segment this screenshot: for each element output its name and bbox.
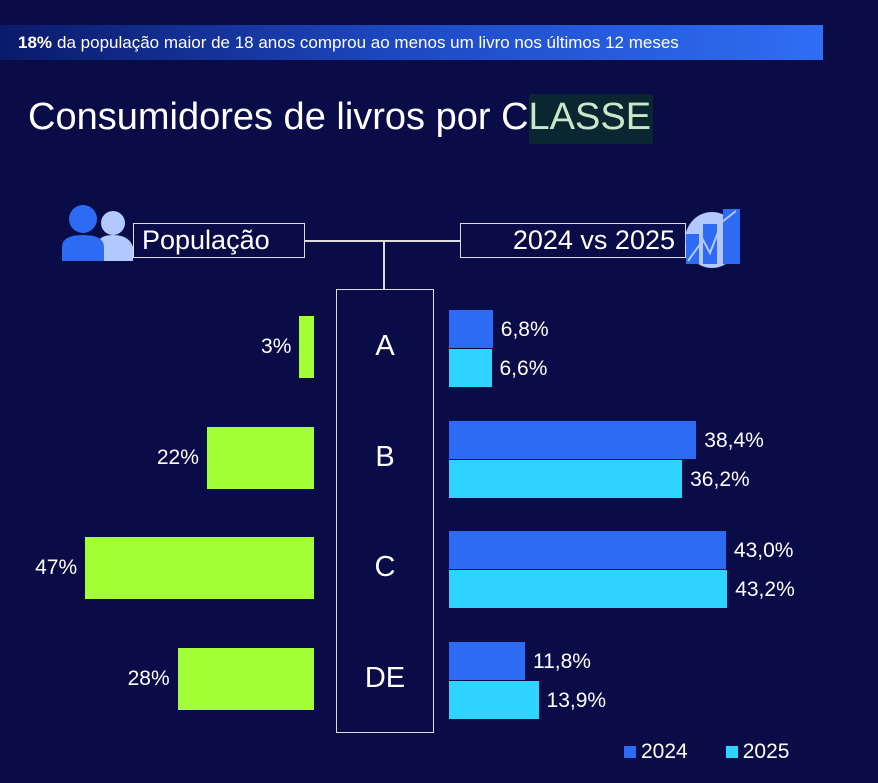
page-title: Consumidores de livros por CLASSE bbox=[28, 94, 654, 144]
population-bar bbox=[177, 647, 314, 710]
bar-2025 bbox=[449, 459, 683, 498]
legend-swatch-2025 bbox=[725, 746, 738, 758]
population-bar bbox=[206, 426, 314, 489]
class-label: C bbox=[374, 551, 396, 583]
value-2025: 36,2% bbox=[690, 467, 750, 491]
bar-2024 bbox=[449, 420, 697, 459]
years-header: 2024 vs 2025 bbox=[460, 223, 686, 258]
population-bar bbox=[85, 537, 314, 599]
value-2024: 6,8% bbox=[500, 318, 549, 341]
legend-label-2024: 2024 bbox=[641, 740, 688, 763]
value-2025: 6,6% bbox=[499, 357, 548, 380]
people-icon bbox=[61, 203, 133, 261]
title-highlight: LASSE bbox=[528, 94, 654, 144]
value-2024: 43,0% bbox=[733, 539, 794, 562]
class-label: DE bbox=[364, 661, 406, 694]
class-label: B bbox=[375, 440, 395, 473]
summary-banner: 18% da população maior de 18 anos comprou… bbox=[0, 25, 823, 60]
bar-2025 bbox=[449, 680, 539, 719]
bar-2025 bbox=[449, 570, 728, 608]
class-column bbox=[336, 289, 434, 733]
population-bar bbox=[299, 316, 314, 378]
legend: 2024 2025 bbox=[624, 740, 789, 764]
bar-2025 bbox=[449, 349, 492, 387]
value-2025: 13,9% bbox=[546, 688, 607, 712]
bar-2024 bbox=[449, 310, 493, 348]
chart-growth-icon bbox=[684, 207, 742, 269]
value-2024: 11,8% bbox=[532, 649, 591, 673]
legend-label-2025: 2025 bbox=[742, 740, 790, 763]
population-value: 28% bbox=[127, 666, 170, 690]
connector-horizontal bbox=[305, 240, 460, 242]
population-header-label: População bbox=[142, 225, 270, 255]
banner-highlight: 18% bbox=[18, 32, 53, 52]
connector-vertical bbox=[383, 240, 385, 289]
banner-text: da população maior de 18 anos comprou ao… bbox=[57, 32, 679, 52]
population-value: 3% bbox=[261, 335, 292, 358]
value-2024: 38,4% bbox=[704, 428, 764, 452]
population-value: 22% bbox=[156, 445, 199, 469]
population-header: População bbox=[133, 223, 305, 258]
legend-swatch-2024 bbox=[624, 746, 636, 758]
bar-2024 bbox=[449, 531, 726, 569]
value-2025: 43,2% bbox=[735, 578, 795, 601]
bar-2024 bbox=[449, 641, 525, 680]
years-header-label: 2024 vs 2025 bbox=[512, 225, 675, 255]
class-label: A bbox=[375, 330, 395, 362]
title-prefix: Consumidores de livros por C bbox=[28, 96, 529, 138]
population-value: 47% bbox=[35, 556, 78, 579]
